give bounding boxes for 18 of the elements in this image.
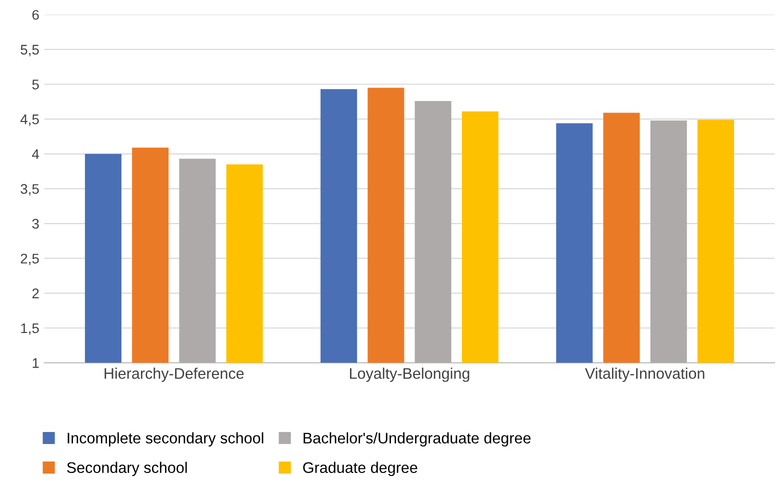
y-tick-label: 5 bbox=[32, 80, 39, 90]
legend-label: Graduate degree bbox=[303, 462, 418, 476]
y-tick-label: 2,5 bbox=[20, 254, 39, 266]
y-tick-label: 1,5 bbox=[21, 323, 39, 335]
legend-label: Incomplete secondary school bbox=[68, 432, 264, 447]
x-tick-label: Loyalty-Belonging bbox=[350, 368, 470, 382]
y-tick-label: 3,5 bbox=[20, 184, 39, 196]
y-tick-label: 5,5 bbox=[20, 44, 39, 56]
x-tick-label: Vitality-Innovation bbox=[584, 368, 704, 382]
y-tick-label: 6 bbox=[32, 10, 39, 20]
x-tick-label: Hierarchy-Deference bbox=[104, 368, 244, 382]
y-tick-label: 2 bbox=[32, 288, 39, 298]
legend-label: Secondary school bbox=[67, 462, 187, 476]
y-tick-label: 4 bbox=[32, 149, 40, 159]
y-tick-label: 1 bbox=[32, 358, 39, 368]
y-tick-label: 3 bbox=[32, 218, 39, 229]
legend-label: Bachelor's/Undergraduate degree bbox=[304, 432, 531, 447]
y-tick-label: 4,5 bbox=[20, 114, 39, 126]
